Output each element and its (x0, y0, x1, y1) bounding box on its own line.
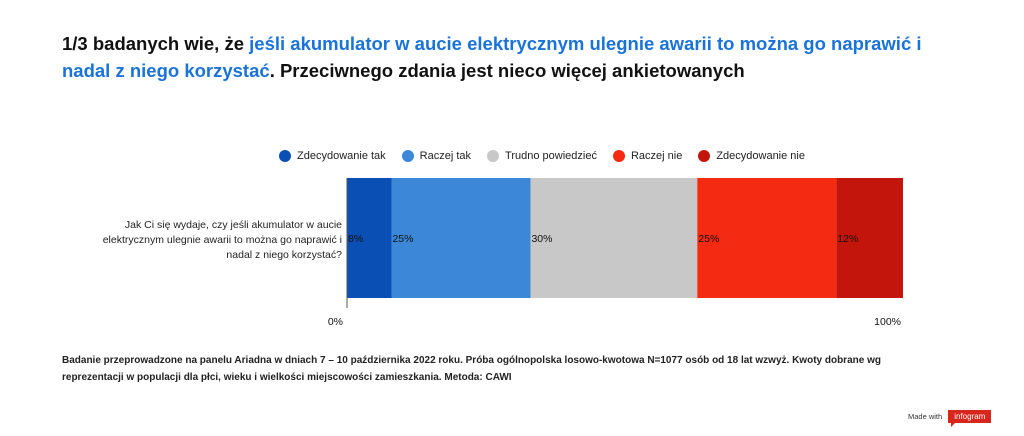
legend-item[interactable]: Raczej nie (612, 150, 683, 162)
legend-item[interactable]: Zdecydowanie nie (698, 150, 805, 162)
data-label: 30% (531, 233, 552, 245)
legend-label: Zdecydowanie nie (716, 150, 805, 162)
chart-title: 1/3 badanych wie, że jeśli akumulator w … (62, 30, 962, 84)
branding: Made with infogram (908, 410, 992, 427)
bar-segment[interactable] (391, 178, 531, 298)
x-tick-label: 0% (328, 316, 343, 328)
legend-label: Raczej nie (630, 150, 683, 162)
bar-segment[interactable] (347, 178, 392, 298)
category-label: Jak Ci się wydaje, czy jeśli akumulator … (102, 219, 342, 261)
legend-label: Zdecydowanie tak (297, 150, 386, 162)
legend-label: Trudno powiedzieć (505, 150, 597, 162)
bar-segment[interactable] (697, 178, 837, 298)
legend-swatch (487, 150, 500, 162)
footnote: Badanie przeprowadzone na panelu Ariadna… (62, 355, 881, 383)
title-part1: 1/3 badanych wie, że (62, 33, 250, 54)
bar-segment[interactable] (836, 178, 903, 298)
data-label: 12% (837, 233, 858, 245)
legend-item[interactable]: Zdecydowanie tak (279, 150, 386, 162)
legend-item[interactable]: Trudno powiedzieć (487, 150, 597, 162)
infogram-logo[interactable]: infogram (948, 410, 992, 427)
legend: Zdecydowanie tak Raczej tak Trudno powiedz… (0, 150, 1024, 162)
data-label: 8% (348, 233, 363, 245)
bar-segment[interactable] (530, 178, 698, 298)
title-highlight: jeśli akumulator w aucie elektrycznym ul… (62, 33, 922, 81)
data-label: 25% (698, 233, 719, 245)
made-with-text: Made with (908, 412, 943, 421)
title-part2: . Przeciwnego zdania jest nieco więcej a… (269, 60, 745, 81)
legend-swatch (401, 150, 414, 162)
legend-swatch (612, 150, 625, 162)
legend-swatch (698, 150, 711, 162)
data-label: 25% (392, 233, 413, 245)
legend-label: Raczej tak (419, 150, 472, 162)
legend-item[interactable]: Raczej tak (401, 150, 472, 162)
x-tick-label: 100% (874, 316, 901, 328)
legend-swatch (279, 150, 291, 162)
